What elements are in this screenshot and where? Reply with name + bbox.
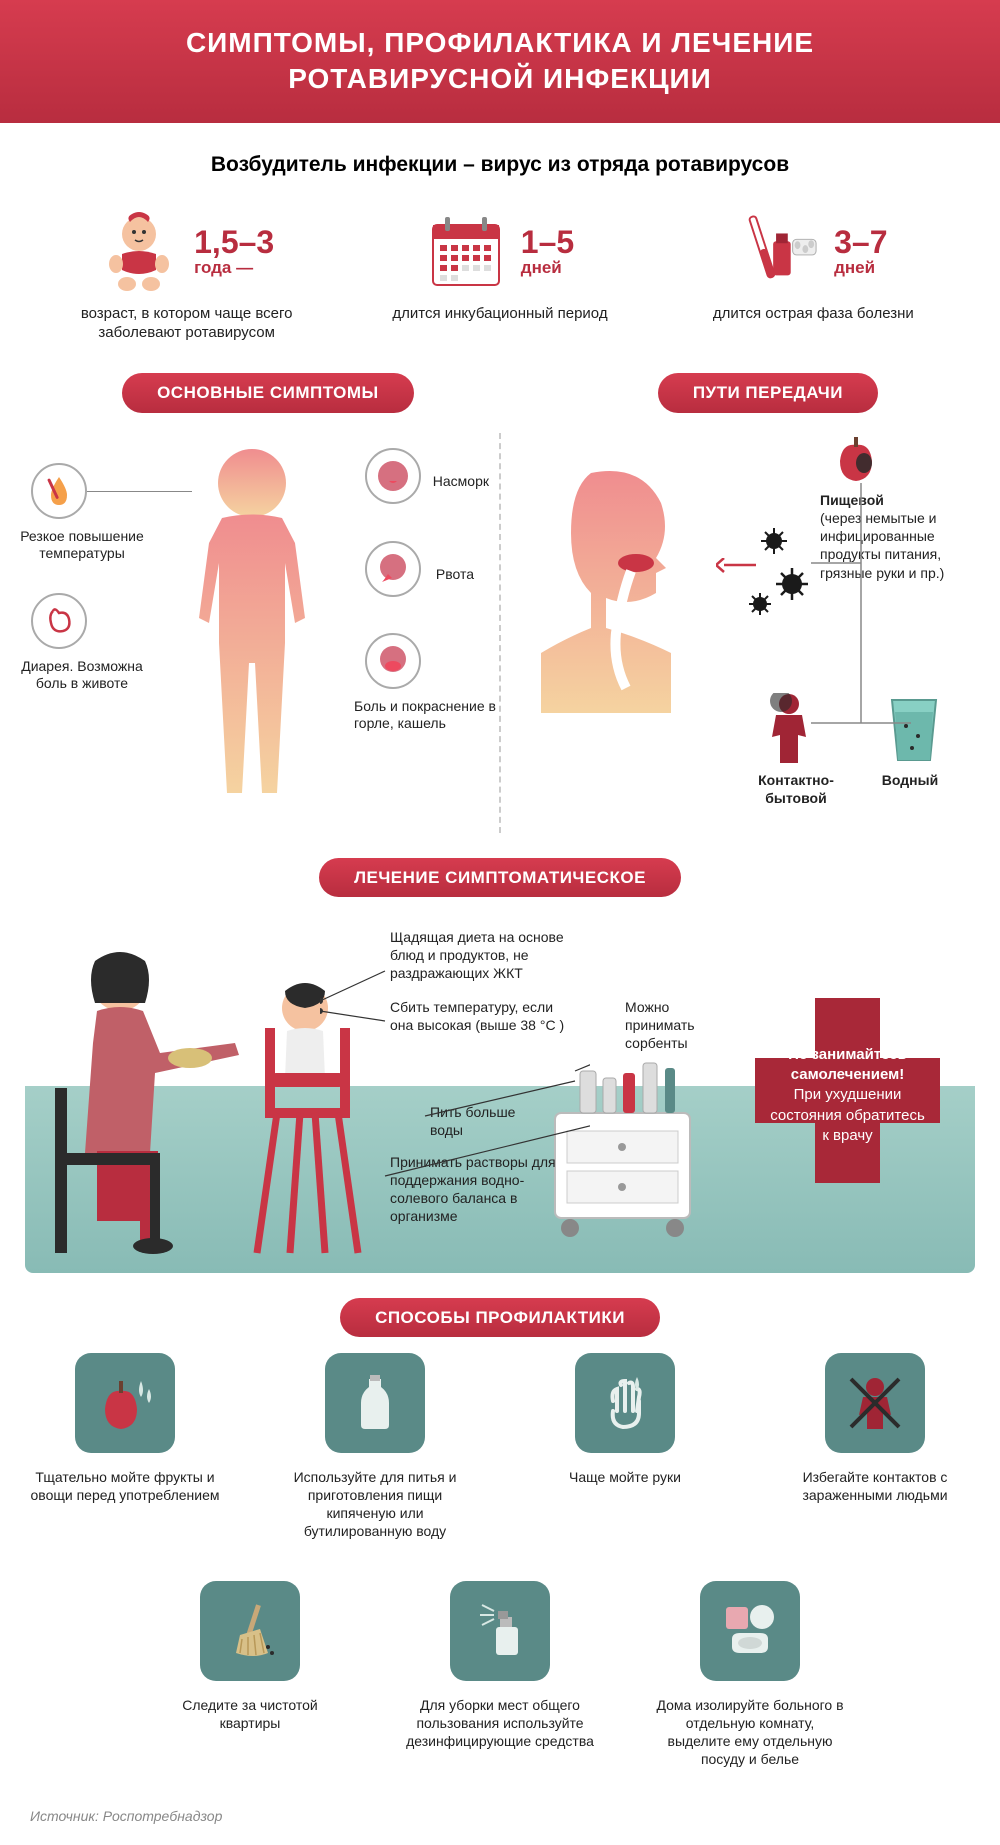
stomach-icon: [31, 593, 87, 649]
prevention-item: Дома изолируйте больного в отдельную ком…: [655, 1581, 845, 1769]
prevention-text: Избегайте контактов с зараженными людьми: [780, 1468, 970, 1504]
title-line2: РОТАВИРУСНОЙ ИНФЕКЦИИ: [20, 61, 980, 97]
stat-value: 1,5–3: [194, 226, 274, 258]
avoid-contact-icon: [825, 1353, 925, 1453]
symptoms-badge: ОСНОВНЫЕ СИМПТОМЫ: [122, 373, 414, 413]
transmission-diagram: Пищевой(через немытые и инфицированные п…: [521, 433, 975, 833]
prevention-text: Тщательно мойте фрукты и овощи перед упо…: [30, 1468, 220, 1504]
stat-desc: возраст, в котором чаще всего заболевают…: [67, 304, 307, 343]
nose-icon: [365, 448, 421, 504]
prevention-badge: СПОСОБЫ ПРОФИЛАКТИКИ: [340, 1298, 660, 1337]
symptom-label: Рвота: [436, 566, 474, 584]
stat-age: 1,5–3 года — возраст, в котором чаще все…: [30, 212, 343, 343]
child-silhouette-icon: [177, 443, 327, 813]
symptom-label: Насморк: [433, 473, 489, 491]
prevention-item: Используйте для питья и приготовления пи…: [280, 1353, 470, 1541]
wash-hands-icon: [575, 1353, 675, 1453]
transmission-label: Пищевой(через немытые и инфицированные п…: [820, 491, 995, 582]
stat-unit: дней: [834, 258, 887, 278]
section-badges-row: ОСНОВНЫЕ СИМПТОМЫ ПУТИ ПЕРЕДАЧИ: [0, 373, 1000, 413]
treatment-label: Можно принимать сорбенты: [625, 998, 735, 1053]
prevention-item: Избегайте контактов с зараженными людьми: [780, 1353, 970, 1541]
transmission-label: Контактно-бытовой: [751, 771, 841, 807]
stat-value: 1–5: [521, 226, 574, 258]
isolate-icon: [700, 1581, 800, 1681]
water-glass-icon: [888, 698, 940, 764]
prevention-text: Чаще мойте руки: [569, 1468, 681, 1486]
transmission-label: Водный: [875, 771, 945, 789]
prevention-text: Следите за чистотой квартиры: [155, 1696, 345, 1732]
medical-icon: [739, 212, 819, 292]
stats-row: 1,5–3 года — возраст, в котором чаще все…: [0, 212, 1000, 343]
stat-value: 3–7: [834, 226, 887, 258]
symptom-label: Боль и покраснение в горле, кашель: [354, 698, 499, 733]
calendar-icon: [426, 212, 506, 292]
prevention-text: Используйте для питья и приготовления пи…: [280, 1468, 470, 1541]
baby-icon: [99, 212, 179, 292]
bottle-icon: [325, 1353, 425, 1453]
transmission-badge: ПУТИ ПЕРЕДАЧИ: [658, 373, 878, 413]
warning-text: Не занимайтесь самолечением! При ухудшен…: [770, 1045, 925, 1146]
stat-desc: длится инкубационный период: [392, 304, 607, 324]
spray-icon: [450, 1581, 550, 1681]
prevention-grid: Тщательно мойте фрукты и овощи перед упо…: [0, 1353, 1000, 1789]
transmission-column: Пищевой(через немытые и инфицированные п…: [521, 433, 975, 833]
title-line1: СИМПТОМЫ, ПРОФИЛАКТИКА И ЛЕЧЕНИЕ: [20, 25, 980, 61]
broom-icon: [200, 1581, 300, 1681]
treatment-badge-row: ЛЕЧЕНИЕ СИМПТОМАТИЧЕСКОЕ: [0, 868, 1000, 888]
subtitle: Возбудитель инфекции – вирус из отряда р…: [0, 153, 1000, 177]
prevention-item: Следите за чистотой квартиры: [155, 1581, 345, 1769]
two-column-section: Резкое повышение температуры Диарея. Воз…: [0, 433, 1000, 833]
prevention-item: Чаще мойте руки: [530, 1353, 720, 1541]
person-contact-icon: [766, 693, 812, 765]
prevention-item: Для уборки мест общего пользования испол…: [405, 1581, 595, 1769]
prevention-item: Тщательно мойте фрукты и овощи перед упо…: [30, 1353, 220, 1541]
body-diagram: Резкое повышение температуры Диарея. Воз…: [25, 433, 479, 833]
stat-incubation: 1–5 дней длится инкубационный период: [343, 212, 656, 343]
infographic-container: СИМПТОМЫ, ПРОФИЛАКТИКА И ЛЕЧЕНИЕ РОТАВИР…: [0, 0, 1000, 1844]
arrow-icon: [716, 558, 756, 573]
stat-unit: года —: [194, 258, 274, 278]
treatment-badge: ЛЕЧЕНИЕ СИМПТОМАТИЧЕСКОЕ: [319, 858, 681, 897]
main-title: СИМПТОМЫ, ПРОФИЛАКТИКА И ЛЕЧЕНИЕ РОТАВИР…: [0, 0, 1000, 123]
symptoms-column: Резкое повышение температуры Диарея. Воз…: [25, 433, 479, 833]
treatment-scene: Щадящая диета на основе блюд и продуктов…: [25, 913, 975, 1273]
prevention-badge-row: СПОСОБЫ ПРОФИЛАКТИКИ: [0, 1308, 1000, 1328]
fever-icon: [31, 463, 87, 519]
prevention-text: Для уборки мест общего пользования испол…: [405, 1696, 595, 1751]
source-attribution: Источник: Роспотребнадзор: [0, 1788, 1000, 1844]
stat-unit: дней: [521, 258, 574, 278]
column-divider: [499, 433, 501, 833]
apple-icon: [832, 433, 880, 483]
stat-desc: длится острая фаза болезни: [713, 304, 914, 324]
child-profile-icon: [531, 453, 711, 713]
wash-fruit-icon: [75, 1353, 175, 1453]
symptom-label: Диарея. Возможна боль в животе: [17, 658, 147, 693]
warning-cross: Не занимайтесь самолечением! При ухудшен…: [750, 993, 945, 1188]
stat-acute: 3–7 дней длится острая фаза болезни: [657, 212, 970, 343]
vomit-icon: [365, 541, 421, 597]
prevention-text: Дома изолируйте больного в отдельную ком…: [655, 1696, 845, 1769]
symptom-label: Резкое повышение температуры: [17, 528, 147, 563]
throat-icon: [365, 633, 421, 689]
callout-lines: [320, 951, 590, 1231]
